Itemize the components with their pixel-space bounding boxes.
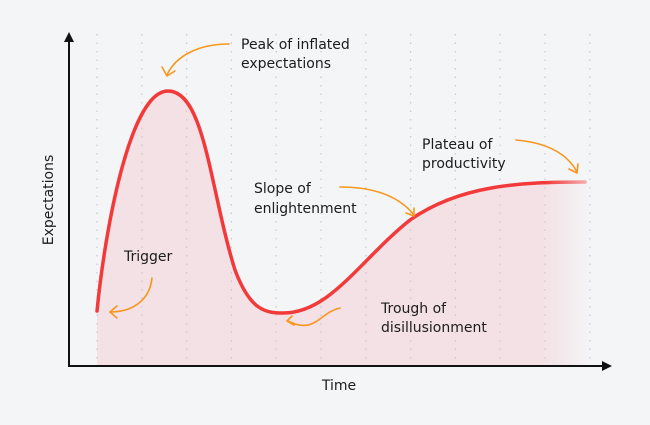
y-axis-label: Expectations xyxy=(41,155,57,246)
trigger-label: Trigger xyxy=(123,249,173,265)
area-under-curve xyxy=(97,91,592,365)
plateau-label-line1: Plateau of xyxy=(422,137,493,153)
vertical-gridlines xyxy=(96,34,591,362)
trough-arrow-icon xyxy=(286,307,341,327)
peak-arrow-icon xyxy=(161,43,230,77)
y-axis xyxy=(64,32,74,366)
trigger-arrow-icon xyxy=(109,277,153,319)
peak-label-line1: Peak of inflated xyxy=(241,37,350,53)
x-axis-label: Time xyxy=(321,378,356,394)
trough-label-line1: Trough of xyxy=(380,301,447,317)
trough-label-line2: disillusionment xyxy=(381,320,487,336)
x-axis xyxy=(68,361,612,371)
slope-label-line2: enlightenment xyxy=(254,201,357,217)
slope-arrow-icon xyxy=(339,186,415,217)
plateau-arrow-icon xyxy=(515,139,579,174)
peak-label-line2: expectations xyxy=(241,56,331,72)
slope-label-line1: Slope of xyxy=(254,181,312,197)
plateau-label-line2: productivity xyxy=(422,156,506,172)
hype-curve xyxy=(95,89,587,315)
